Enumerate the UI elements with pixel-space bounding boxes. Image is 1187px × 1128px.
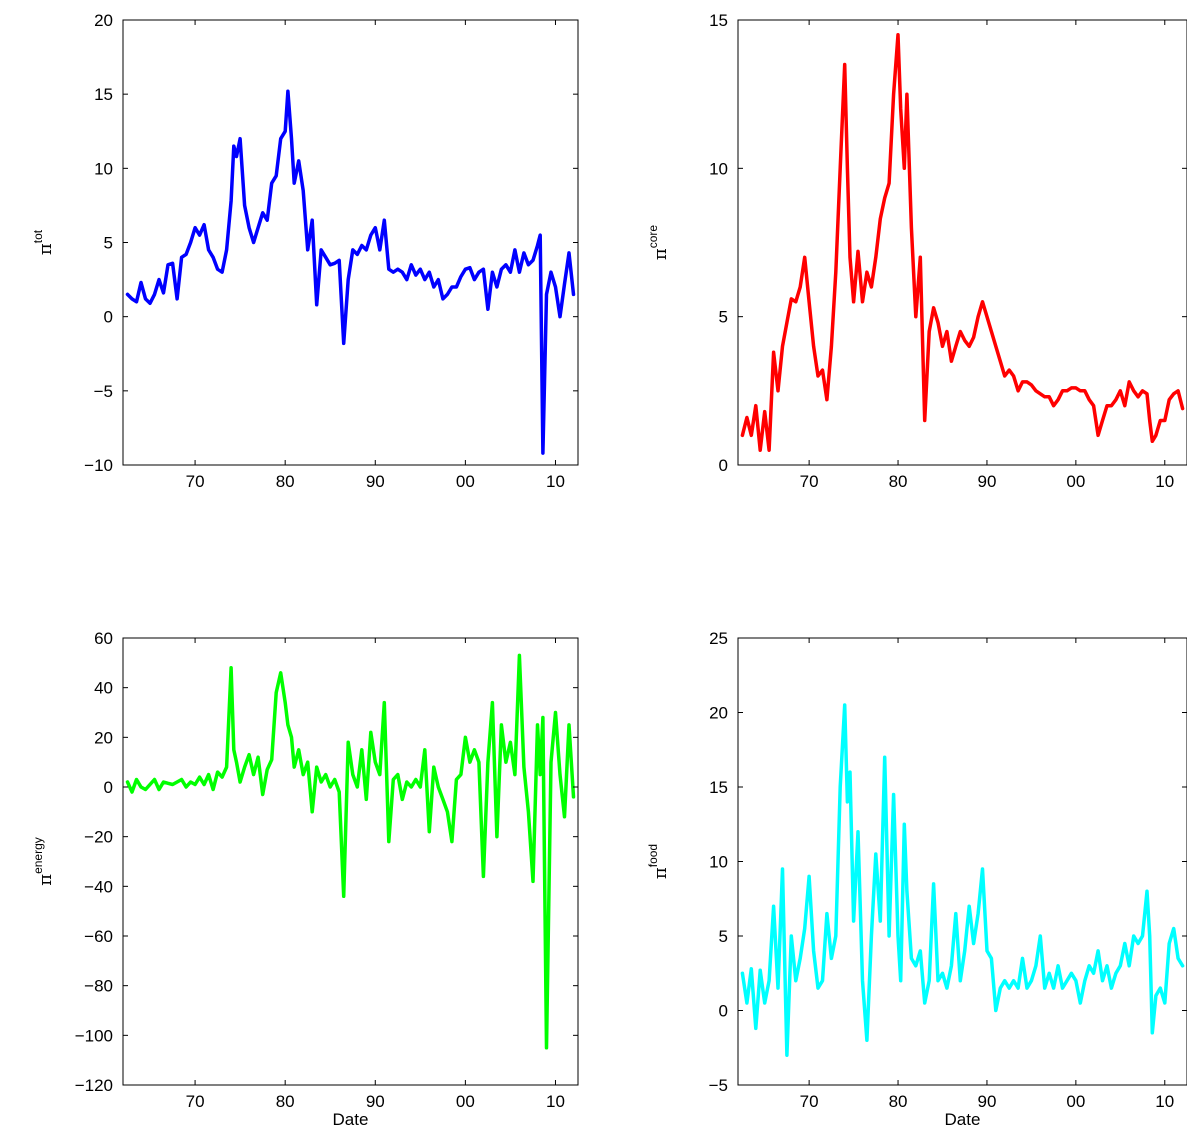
x-axis-label: Date xyxy=(945,1110,981,1128)
y-tick-label: 5 xyxy=(104,234,113,253)
y-axis-label: πtot xyxy=(31,229,56,255)
x-tick-label: 90 xyxy=(366,472,385,491)
x-tick-label: 90 xyxy=(366,1092,385,1111)
y-tick-label: 10 xyxy=(94,159,113,178)
subplot-tot: −10 −5 0 5 10 15 20 70 80 90 00 10 πtot xyxy=(31,11,579,491)
x-tick-label: 90 xyxy=(977,1092,996,1111)
y-tick-label: 20 xyxy=(94,11,113,30)
y-tick-label: 0 xyxy=(104,778,113,797)
x-tick-label: 10 xyxy=(1155,1092,1174,1111)
x-tick-label: 80 xyxy=(276,1092,295,1111)
x-tick-label: 10 xyxy=(546,472,565,491)
y-tick-label: −120 xyxy=(75,1076,113,1095)
axes-box xyxy=(737,19,1187,466)
series-line-tot xyxy=(125,89,576,455)
x-tick-label: 90 xyxy=(977,472,996,491)
x-tick-label: 00 xyxy=(1066,472,1085,491)
y-tick-label: 0 xyxy=(719,1002,728,1021)
y-tick-label: 15 xyxy=(709,11,728,30)
x-tick-label: 10 xyxy=(1155,472,1174,491)
x-tick-label: 70 xyxy=(800,472,819,491)
y-tick-label: 15 xyxy=(94,85,113,104)
y-tick-label: 0 xyxy=(719,456,728,475)
y-tick-label: 40 xyxy=(94,679,113,698)
x-tick-label: 00 xyxy=(1066,1092,1085,1111)
x-tick-label: 10 xyxy=(546,1092,565,1111)
x-axis-label: Date xyxy=(333,1110,369,1128)
y-tick-label: −60 xyxy=(84,927,113,946)
y-tick-label: 5 xyxy=(719,308,728,327)
y-tick-label: −100 xyxy=(75,1026,113,1045)
y-tick-label: 0 xyxy=(104,308,113,327)
subplot-energy: −120 −100 −80 −60 −40 −20 0 20 40 60 70 80 90 00 10 Dat… xyxy=(31,629,579,1128)
y-tick-label: −40 xyxy=(84,877,113,896)
y-tick-label: −20 xyxy=(84,828,113,847)
x-tick-label: 00 xyxy=(456,472,475,491)
subplot-food: −5 0 5 10 15 20 25 70 80 90 00 10 Date πfood xyxy=(646,629,1187,1128)
y-axis-label: πfood xyxy=(646,844,671,879)
y-tick-label: 5 xyxy=(719,927,728,946)
y-tick-label: −80 xyxy=(84,977,113,996)
y-tick-label: 10 xyxy=(709,853,728,872)
series-line-food xyxy=(740,703,1185,1057)
y-tick-label: 25 xyxy=(709,629,728,648)
axes-box xyxy=(737,637,1187,1086)
x-tick-label: 00 xyxy=(456,1092,475,1111)
y-tick-label: 20 xyxy=(94,728,113,747)
y-tick-label: 15 xyxy=(709,778,728,797)
y-axis-label: πcore xyxy=(646,225,671,261)
y-tick-label: −10 xyxy=(84,456,113,475)
x-tick-label: 80 xyxy=(276,472,295,491)
x-tick-label: 70 xyxy=(186,1092,205,1111)
series-line-core xyxy=(740,33,1185,452)
y-axis-label: πenergy xyxy=(31,837,56,886)
x-tick-label: 80 xyxy=(889,472,908,491)
y-tick-label: 20 xyxy=(709,704,728,723)
x-tick-label: 80 xyxy=(889,1092,908,1111)
subplot-core: 0 5 10 15 70 80 90 00 10 πcore xyxy=(646,11,1187,491)
y-tick-label: −5 xyxy=(709,1076,728,1095)
y-tick-label: 10 xyxy=(709,159,728,178)
x-tick-label: 70 xyxy=(800,1092,819,1111)
axes-box xyxy=(122,637,579,1086)
x-tick-label: 70 xyxy=(186,472,205,491)
y-tick-label: −5 xyxy=(94,382,113,401)
y-tick-label: 60 xyxy=(94,629,113,648)
series-line-energy xyxy=(125,653,576,1050)
